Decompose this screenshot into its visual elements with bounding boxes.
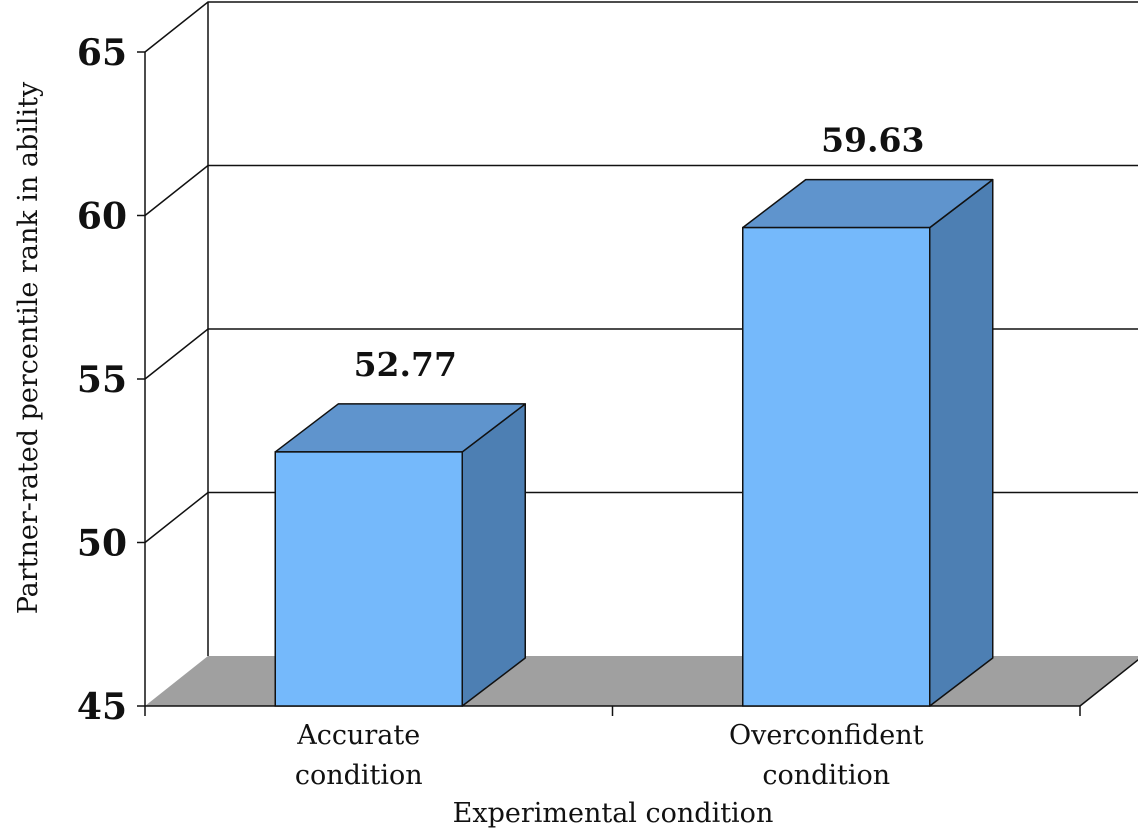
y-tick-label: 50 (77, 523, 127, 565)
x-tick-label: condition (295, 760, 423, 791)
bar-side (929, 178, 994, 707)
y-tick-label: 45 (77, 686, 127, 728)
floor-right-edge (1079, 659, 1138, 707)
bar (742, 226, 931, 707)
x-axis-title: Experimental condition (453, 798, 774, 829)
bar (274, 451, 463, 707)
x-tick-label: Accurate (296, 720, 420, 751)
y-axis-title: Partner-rated percentile rank in ability (13, 81, 44, 614)
bar-side (461, 403, 526, 707)
y-tick-label: 60 (77, 196, 127, 238)
y-tick-label: 65 (77, 32, 127, 74)
x-tick-label: Overconfident (729, 720, 924, 751)
x-tick-label: condition (762, 760, 890, 791)
y-tick-label: 55 (77, 359, 127, 401)
gridline-65 (144, 1, 1138, 53)
data-label: 52.77 (354, 345, 457, 384)
data-label: 59.63 (821, 121, 924, 160)
